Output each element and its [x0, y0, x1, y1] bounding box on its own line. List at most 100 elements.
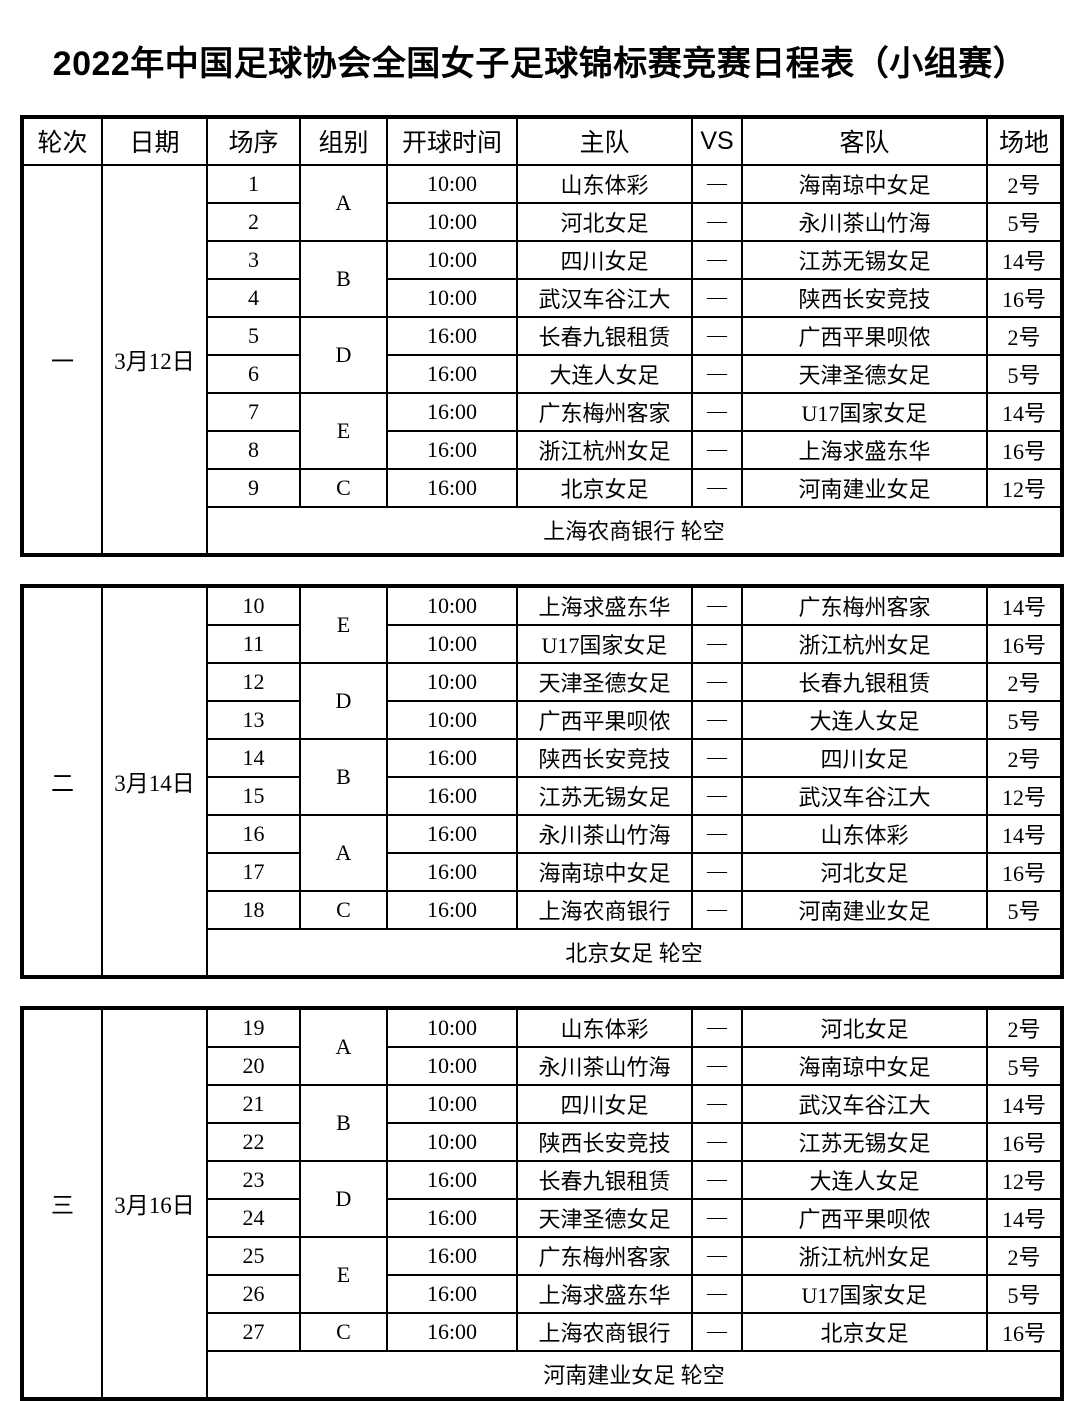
table-row: 6 16:00 大连人女足 — 天津圣德女足 5号	[22, 353, 1063, 394]
vs-separator: —	[691, 1197, 743, 1238]
venue: 14号	[986, 1083, 1063, 1124]
away-team: 陕西长安竞技	[741, 277, 988, 318]
match-number: 17	[206, 851, 301, 892]
venue: 5号	[986, 699, 1063, 740]
kickoff-time: 10:00	[386, 277, 518, 318]
table-row: 17 16:00 海南琼中女足 — 河北女足 16号	[22, 851, 1063, 892]
vs-separator: —	[691, 851, 743, 892]
table-row: 15 16:00 江苏无锡女足 — 武汉车谷江大 12号	[22, 775, 1063, 816]
kickoff-time: 10:00	[386, 1083, 518, 1124]
vs-separator: —	[691, 1121, 743, 1162]
match-number: 18	[206, 889, 301, 930]
match-number: 21	[206, 1083, 301, 1124]
group-label: B	[299, 737, 388, 816]
group-label: A	[299, 163, 388, 242]
venue: 14号	[986, 584, 1063, 626]
kickoff-time: 10:00	[386, 201, 518, 242]
home-team: 大连人女足	[516, 353, 693, 394]
round-label: 一	[21, 163, 103, 556]
home-team: 江苏无锡女足	[516, 775, 693, 816]
home-team: 永川茶山竹海	[516, 1045, 693, 1086]
column-header-date: 日期	[101, 115, 208, 166]
kickoff-time: 10:00	[386, 623, 518, 664]
home-team: 长春九银租赁	[516, 315, 693, 356]
match-number: 5	[206, 315, 301, 356]
table-row: 14 B 16:00 陕西长安竞技 — 四川女足 2号	[22, 737, 1063, 816]
match-number: 22	[206, 1121, 301, 1162]
away-team: 永川茶山竹海	[741, 201, 988, 242]
away-team: 浙江杭州女足	[741, 623, 988, 664]
group-label: A	[299, 1006, 388, 1086]
vs-separator: —	[691, 163, 743, 204]
table-row: 20 10:00 永川茶山竹海 — 海南琼中女足 5号	[22, 1045, 1063, 1086]
away-team: 大连人女足	[741, 699, 988, 740]
venue: 16号	[986, 277, 1063, 318]
venue: 2号	[986, 163, 1063, 204]
group-label: C	[299, 467, 388, 508]
venue: 12号	[986, 467, 1063, 508]
away-team: 天津圣德女足	[741, 353, 988, 394]
kickoff-time: 16:00	[386, 315, 518, 356]
bye-row: 北京女足 轮空	[22, 927, 1063, 978]
table-row: 23 D 16:00 长春九银租赁 — 大连人女足 12号	[22, 1159, 1063, 1238]
bye-text: 北京女足 轮空	[206, 927, 1063, 978]
group-label: C	[299, 1311, 388, 1352]
kickoff-time: 16:00	[386, 737, 518, 778]
table-row: 18 C 16:00 上海农商银行 — 河南建业女足 5号	[22, 889, 1063, 930]
kickoff-time: 16:00	[386, 1273, 518, 1314]
bye-row: 上海农商银行 轮空	[22, 505, 1063, 556]
venue: 12号	[986, 1159, 1063, 1200]
home-team: 河北女足	[516, 201, 693, 242]
vs-separator: —	[691, 1273, 743, 1314]
match-number: 12	[206, 661, 301, 702]
kickoff-time: 16:00	[386, 775, 518, 816]
table-row: 二 3月14日 10 E 10:00 上海求盛东华 — 广东梅州客家 14号	[21, 584, 1063, 978]
vs-separator: —	[691, 277, 743, 318]
venue: 14号	[986, 813, 1063, 854]
away-team: U17国家女足	[741, 391, 988, 432]
away-team: 海南琼中女足	[741, 163, 988, 204]
away-team: U17国家女足	[741, 1273, 988, 1314]
table-row: 12 D 10:00 天津圣德女足 — 长春九银租赁 2号	[22, 661, 1063, 740]
away-team: 四川女足	[741, 737, 988, 778]
vs-separator: —	[691, 737, 743, 778]
group-label: E	[299, 584, 388, 664]
venue: 16号	[986, 1121, 1063, 1162]
table-row: 16 A 16:00 永川茶山竹海 — 山东体彩 14号	[22, 813, 1063, 892]
away-team: 大连人女足	[741, 1159, 988, 1200]
kickoff-time: 10:00	[386, 661, 518, 702]
vs-separator: —	[691, 201, 743, 242]
away-team: 长春九银租赁	[741, 661, 988, 702]
home-team: 永川茶山竹海	[516, 813, 693, 854]
kickoff-time: 10:00	[386, 1121, 518, 1162]
home-team: 四川女足	[516, 239, 693, 280]
vs-separator: —	[691, 1311, 743, 1352]
away-team: 上海求盛东华	[741, 429, 988, 470]
away-team: 广西平果呗侬	[741, 1197, 988, 1238]
venue: 5号	[986, 1045, 1063, 1086]
venue: 5号	[986, 1273, 1063, 1314]
away-team: 广西平果呗侬	[741, 315, 988, 356]
kickoff-time: 16:00	[386, 1235, 518, 1276]
column-header-away: 客队	[741, 115, 988, 166]
away-team: 江苏无锡女足	[741, 1121, 988, 1162]
table-row: 5 D 16:00 长春九银租赁 — 广西平果呗侬 2号	[22, 315, 1063, 394]
table-row: 7 E 16:00 广东梅州客家 — U17国家女足 14号	[22, 391, 1063, 470]
round-table-3: 三 3月16日 19 A 10:00 山东体彩 — 河北女足 2号 20 10:00 永川茶山竹海 — 海…	[20, 1005, 1064, 1401]
column-header-venue: 场地	[986, 115, 1063, 166]
kickoff-time: 16:00	[386, 851, 518, 892]
vs-separator: —	[691, 467, 743, 508]
venue: 2号	[986, 315, 1063, 356]
match-number: 8	[206, 429, 301, 470]
venue: 2号	[986, 1006, 1063, 1048]
table-row: 3 B 10:00 四川女足 — 江苏无锡女足 14号	[22, 239, 1063, 318]
away-team: 河南建业女足	[741, 889, 988, 930]
match-number: 15	[206, 775, 301, 816]
table-row: 4 10:00 武汉车谷江大 — 陕西长安竞技 16号	[22, 277, 1063, 318]
home-team: 上海农商银行	[516, 1311, 693, 1352]
venue: 12号	[986, 775, 1063, 816]
away-team: 河南建业女足	[741, 467, 988, 508]
round-label: 三	[21, 1006, 103, 1400]
vs-separator: —	[691, 315, 743, 356]
venue: 14号	[986, 391, 1063, 432]
